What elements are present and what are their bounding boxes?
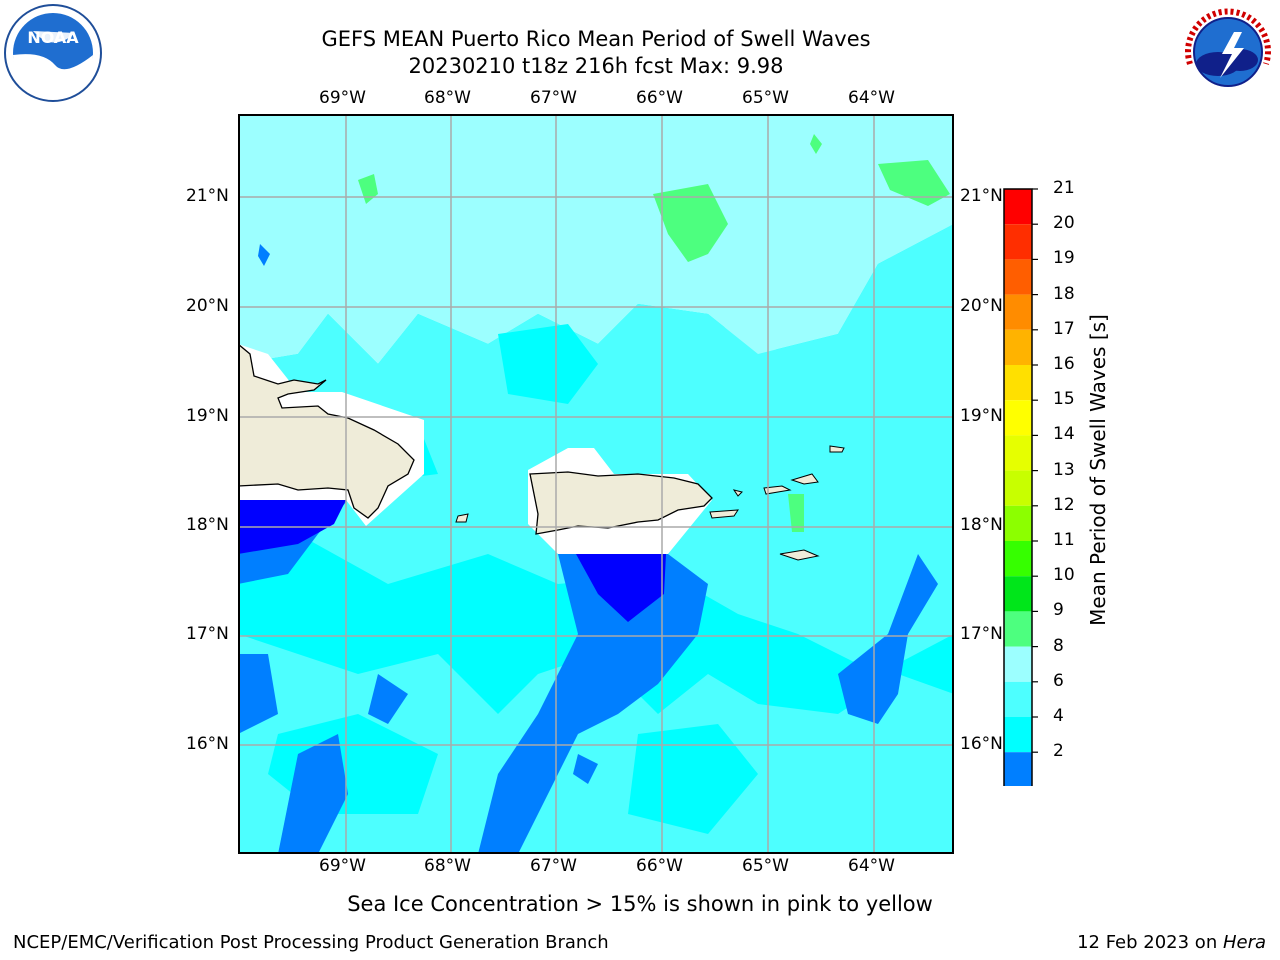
swell-zone-dark-sw-2 bbox=[278, 734, 348, 854]
colorbar-swatch bbox=[1004, 365, 1032, 401]
footer-host: Hera bbox=[1222, 932, 1266, 953]
colorbar-tick-label: 19 bbox=[1053, 248, 1075, 269]
swell-zone-green-2 bbox=[878, 160, 950, 206]
swell-zone-dark-sw bbox=[238, 654, 278, 734]
lat-label-left: 19°N bbox=[186, 406, 229, 426]
map-plot bbox=[238, 114, 954, 854]
lat-label-right: 18°N bbox=[960, 515, 1003, 535]
swell-zone-darkest-south-pr bbox=[576, 554, 666, 622]
lon-label-top: 64°W bbox=[848, 88, 895, 108]
lat-label-left: 17°N bbox=[186, 624, 229, 644]
culebra-island bbox=[732, 489, 743, 497]
swell-zone-green-1 bbox=[653, 184, 728, 262]
colorbar-swatch bbox=[1004, 681, 1032, 717]
noaa-logo-icon: NOAA bbox=[4, 4, 102, 102]
puerto-rico-land bbox=[529, 471, 713, 535]
colorbar bbox=[1003, 188, 1038, 786]
lat-label-right: 17°N bbox=[960, 624, 1003, 644]
lon-label-top: 68°W bbox=[424, 88, 471, 108]
lat-label-left: 20°N bbox=[186, 296, 229, 316]
chart-title: GEFS MEAN Puerto Rico Mean Period of Swe… bbox=[321, 27, 871, 51]
colorbar-tick-label: 10 bbox=[1053, 565, 1075, 586]
colorbar-swatch bbox=[1004, 541, 1032, 577]
lon-label-top: 66°W bbox=[636, 88, 683, 108]
mona-island bbox=[455, 513, 469, 523]
lon-label-top: 65°W bbox=[742, 88, 789, 108]
noaa-logo-text: NOAA bbox=[27, 28, 79, 47]
colorbar-tick-label: 9 bbox=[1053, 600, 1064, 621]
colorbar-tick-label: 12 bbox=[1053, 494, 1075, 515]
footer-date: 12 Feb 2023 on Hera bbox=[1077, 932, 1266, 953]
swell-zone-light-north bbox=[238, 114, 954, 364]
swell-zone-mid bbox=[238, 224, 954, 674]
lat-label-left: 16°N bbox=[186, 734, 229, 754]
colorbar-tick-label: 13 bbox=[1053, 459, 1075, 480]
colorbar-swatch bbox=[1004, 435, 1032, 471]
swell-zone-green-5 bbox=[788, 494, 804, 532]
lat-label-left: 21°N bbox=[186, 186, 229, 206]
colorbar-frame bbox=[1003, 188, 1033, 786]
footer-date-text: 12 Feb 2023 on bbox=[1077, 932, 1223, 953]
swell-zone-cyan-south-2 bbox=[628, 724, 758, 834]
map-frame bbox=[238, 114, 954, 854]
colorbar-swatch bbox=[1004, 294, 1032, 330]
swell-zone-dark-patch bbox=[368, 674, 408, 724]
colorbar-tick-label: 16 bbox=[1053, 354, 1075, 374]
colorbar-swatch bbox=[1004, 189, 1032, 225]
lon-label-bottom: 65°W bbox=[742, 856, 789, 876]
lon-label-top: 67°W bbox=[530, 88, 577, 108]
hispaniola-land bbox=[238, 343, 415, 519]
colorbar-tick-label: 15 bbox=[1053, 389, 1075, 410]
vieques-island bbox=[709, 509, 739, 519]
colorbar-swatch bbox=[1004, 259, 1032, 295]
map-gridlines bbox=[238, 114, 954, 854]
colorbar-tick-label: 21 bbox=[1053, 178, 1075, 198]
lat-label-left: 18°N bbox=[186, 515, 229, 535]
colorbar-tick-label: 8 bbox=[1053, 635, 1064, 656]
colorbar-tick-label: 14 bbox=[1053, 424, 1075, 445]
sea-ice-note: Sea Ice Concentration > 15% is shown in … bbox=[347, 892, 933, 916]
colorbar-swatch bbox=[1004, 717, 1032, 753]
swell-zone-green-4 bbox=[810, 134, 822, 154]
swell-zone-cyan-patch bbox=[498, 324, 598, 404]
bvi-island bbox=[790, 473, 819, 485]
colorbar-tick-label: 17 bbox=[1053, 318, 1075, 339]
lon-label-bottom: 66°W bbox=[636, 856, 683, 876]
footer-credit: NCEP/EMC/Verification Post Processing Pr… bbox=[13, 932, 609, 953]
lon-label-top: 69°W bbox=[319, 88, 366, 108]
colorbar-swatch bbox=[1004, 646, 1032, 682]
swell-zone-dark-east bbox=[838, 554, 938, 724]
lat-label-right: 21°N bbox=[960, 186, 1003, 206]
swell-zone-dark-south-pr bbox=[478, 554, 708, 854]
colorbar-label: Mean Period of Swell Waves [s] bbox=[1086, 314, 1110, 626]
colorbar-tick-label: 6 bbox=[1053, 670, 1064, 691]
anegada-island bbox=[829, 445, 845, 453]
colorbar-swatch bbox=[1004, 329, 1032, 365]
swell-zone-dark-patch-2 bbox=[573, 754, 598, 784]
st-thomas-island bbox=[763, 485, 792, 495]
chart-subtitle: 20230210 t18z 216h fcst Max: 9.98 bbox=[408, 54, 784, 78]
colorbar-tick-label: 2 bbox=[1053, 741, 1064, 762]
lon-label-bottom: 67°W bbox=[530, 856, 577, 876]
colorbar-swatch bbox=[1004, 224, 1032, 260]
nws-logo-icon bbox=[1180, 4, 1276, 100]
lon-label-bottom: 69°W bbox=[319, 856, 366, 876]
colorbar-swatch bbox=[1004, 611, 1032, 647]
lon-label-bottom: 68°W bbox=[424, 856, 471, 876]
colorbar-tick-label: 20 bbox=[1053, 213, 1075, 234]
lat-label-right: 16°N bbox=[960, 734, 1003, 754]
lat-label-right: 20°N bbox=[960, 296, 1003, 316]
colorbar-swatch bbox=[1004, 752, 1032, 786]
colorbar-swatch bbox=[1004, 400, 1032, 436]
lon-label-bottom: 64°W bbox=[848, 856, 895, 876]
colorbar-swatch bbox=[1004, 470, 1032, 506]
st-croix-island bbox=[779, 549, 820, 561]
colorbar-tick-label: 4 bbox=[1053, 706, 1064, 726]
colorbar-tick-label: 18 bbox=[1053, 283, 1075, 304]
swell-zone-dark-nw bbox=[258, 244, 270, 266]
lat-label-right: 19°N bbox=[960, 406, 1003, 426]
colorbar-swatch bbox=[1004, 505, 1032, 541]
colorbar-swatch bbox=[1004, 576, 1032, 612]
colorbar-tick-label: 11 bbox=[1053, 530, 1075, 550]
